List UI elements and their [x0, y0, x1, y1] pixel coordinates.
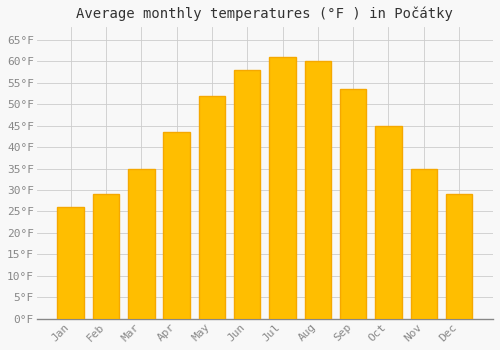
Bar	[234, 70, 260, 319]
Bar	[128, 169, 154, 319]
Bar	[198, 96, 225, 319]
Bar	[58, 207, 84, 319]
Bar	[340, 89, 366, 319]
Bar	[375, 126, 402, 319]
Bar	[270, 57, 296, 319]
Bar	[446, 194, 472, 319]
Bar	[410, 169, 437, 319]
Bar	[164, 132, 190, 319]
Bar	[304, 61, 331, 319]
Title: Average monthly temperatures (°F ) in Počátky: Average monthly temperatures (°F ) in Po…	[76, 7, 454, 21]
Bar	[93, 194, 120, 319]
